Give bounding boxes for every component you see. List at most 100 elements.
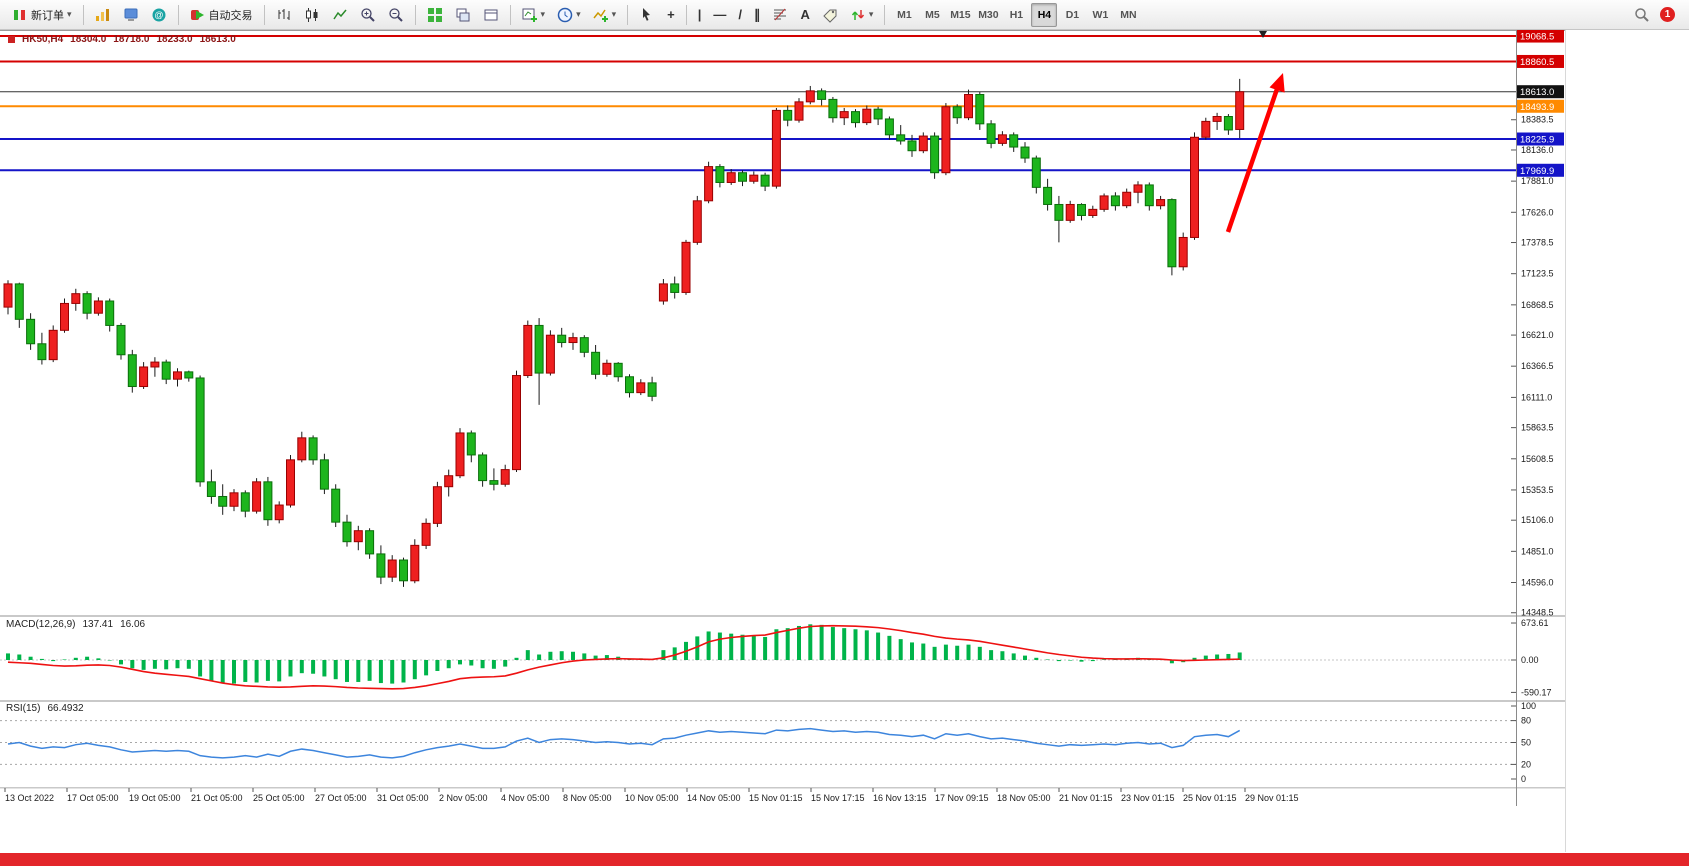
market-watch-button[interactable] <box>118 3 144 27</box>
periods-button[interactable]: ▾ <box>552 3 586 27</box>
time-axis-label: 23 Nov 01:15 <box>1121 793 1175 803</box>
new-chart-button[interactable]: ▾ <box>517 3 551 27</box>
price-badge-label: 18225.9 <box>1520 134 1554 145</box>
candle <box>1110 195 1120 207</box>
crosshair-button[interactable]: + <box>662 3 680 27</box>
timeframe-m1-button[interactable]: M1 <box>891 3 917 27</box>
timeframe-w1-button[interactable]: W1 <box>1087 3 1113 27</box>
candle <box>805 90 815 103</box>
candle <box>3 283 13 308</box>
candle <box>48 329 58 361</box>
candle <box>591 351 601 375</box>
candle <box>975 94 985 125</box>
trend-arrow-head[interactable] <box>1269 73 1285 93</box>
time-axis-label: 21 Oct 05:00 <box>191 793 243 803</box>
price-axis-label: 14348.5 <box>1521 608 1554 618</box>
candle <box>704 166 714 202</box>
trend-arrow-line[interactable] <box>1225 88 1280 233</box>
candle <box>14 283 24 320</box>
cascade-windows-button[interactable] <box>450 3 476 27</box>
candle <box>884 118 894 136</box>
zoom-out-icon <box>388 7 403 22</box>
time-axis-label: 31 Oct 05:00 <box>377 793 429 803</box>
dropdown-arrow-icon: ▾ <box>540 9 546 19</box>
dropdown-arrow-icon: ▾ <box>576 9 581 19</box>
price-badge-label: 18860.5 <box>1520 57 1554 68</box>
timeframe-m30-button[interactable]: M30 <box>975 3 1001 27</box>
time-axis-label: 10 Nov 05:00 <box>625 793 679 803</box>
timeframe-h4-button[interactable]: H4 <box>1031 2 1058 27</box>
candle <box>941 106 951 174</box>
vertical-line-button[interactable]: | <box>693 3 707 27</box>
candle <box>817 90 827 100</box>
timeframe-mn-button[interactable]: MN <box>1115 3 1141 27</box>
new-order-icon <box>14 9 25 20</box>
candle <box>579 337 589 353</box>
panel-separator <box>0 787 1566 789</box>
candle <box>851 111 860 124</box>
auto-trading-button[interactable]: 自动交易 <box>185 3 258 27</box>
candle <box>613 362 623 378</box>
price-axis-label: 0 <box>1521 774 1526 784</box>
candle <box>466 432 476 456</box>
arrange-windows-button[interactable] <box>478 3 504 27</box>
candle <box>1031 157 1041 188</box>
timeframe-m15-button[interactable]: M15 <box>947 3 973 27</box>
horizontal-line-button[interactable]: — <box>708 3 731 27</box>
candle <box>602 362 612 375</box>
charts-button[interactable] <box>90 3 116 27</box>
chart-line-button[interactable] <box>327 3 353 27</box>
price-badge-label: 17969.9 <box>1520 166 1554 177</box>
chart-candles-button[interactable] <box>299 3 325 27</box>
price-badge-label: 18493.9 <box>1520 102 1554 113</box>
candle <box>1077 203 1086 216</box>
channel-button[interactable]: ∥ <box>749 3 766 27</box>
fibonacci-button[interactable] <box>767 3 793 27</box>
indicators-button[interactable]: ▾ <box>588 3 622 27</box>
candle <box>1020 146 1030 159</box>
arrows-button[interactable]: ▾ <box>845 3 879 27</box>
candle <box>387 559 397 578</box>
price-axis-label: 80 <box>1521 716 1531 726</box>
ohlc-open: 18304.0 <box>70 34 107 45</box>
chart-bars-button[interactable] <box>271 3 297 27</box>
price-axis-label: 18136.0 <box>1521 145 1554 155</box>
text-label-button[interactable] <box>817 3 843 27</box>
time-axis-label: 16 Nov 13:15 <box>873 793 927 803</box>
notification-badge[interactable]: 1 <box>1660 7 1675 22</box>
auto-trading-icon <box>190 9 204 20</box>
candle <box>319 459 329 490</box>
timeframe-m5-button[interactable]: M5 <box>919 3 945 27</box>
macd-signal-line <box>7 624 1240 690</box>
channel-icon: ∥ <box>753 7 761 22</box>
price-axis-label: 50 <box>1521 738 1531 748</box>
trendline-button[interactable]: / <box>733 3 747 27</box>
candle <box>1178 236 1188 268</box>
toolbar-separator <box>509 4 511 25</box>
new-order-label: 新订单 <box>31 9 64 22</box>
zoom-out-button[interactable] <box>383 3 409 27</box>
new-order-button[interactable]: 新订单 ▾ <box>7 3 77 27</box>
time-axis-label: 18 Nov 05:00 <box>997 793 1051 803</box>
text-button[interactable]: A <box>795 3 814 27</box>
ohlc-high: 18718.0 <box>113 34 150 45</box>
timeframe-h1-button[interactable]: H1 <box>1003 3 1029 27</box>
rsi-value: 66.4932 <box>47 703 84 714</box>
search-button[interactable] <box>1629 3 1655 27</box>
panel-separator <box>0 700 1566 702</box>
time-axis-label: 13 Oct 2022 <box>5 793 54 803</box>
community-button[interactable]: @ <box>146 3 172 27</box>
candle <box>127 354 137 388</box>
price-axis-label: 15353.5 <box>1521 485 1554 495</box>
chart-title: HK50,H4 18304.0 18718.0 18233.0 18613.0 <box>8 34 236 45</box>
panel-separator <box>0 615 1566 617</box>
tile-windows-button[interactable] <box>422 3 448 27</box>
new-chart-icon <box>522 8 537 22</box>
candle <box>658 283 668 302</box>
zoom-in-button[interactable] <box>355 3 381 27</box>
bar-chart-icon <box>278 8 290 20</box>
cursor-button[interactable] <box>634 3 660 27</box>
price-axis-label: 15608.5 <box>1521 454 1554 464</box>
timeframe-d1-button[interactable]: D1 <box>1059 3 1085 27</box>
